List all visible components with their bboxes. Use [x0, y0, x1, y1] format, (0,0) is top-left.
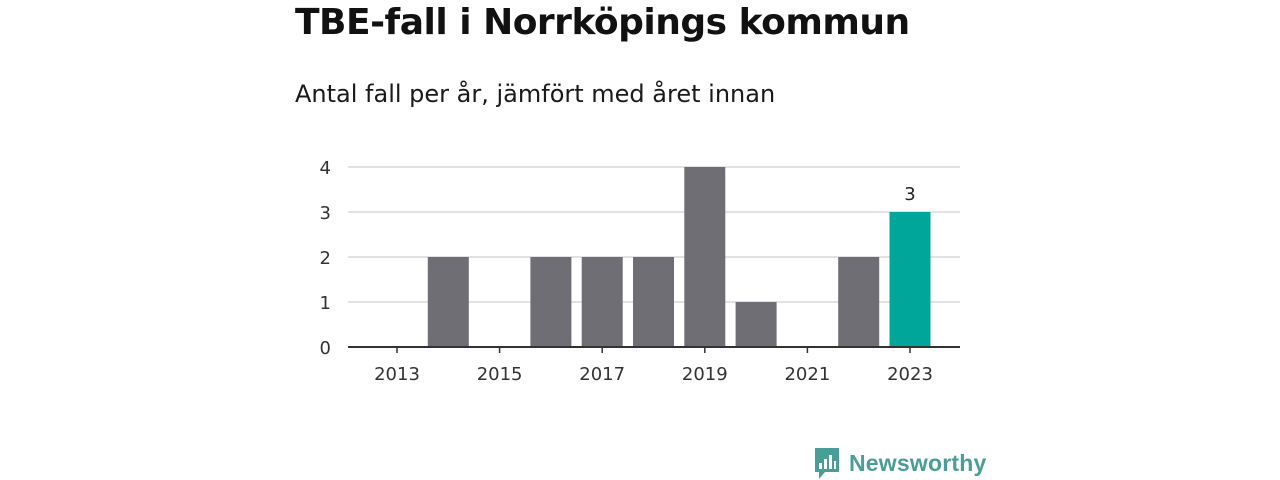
chart-title: TBE-fall i Norrköpings kommun [295, 2, 910, 43]
x-tick-label: 2013 [374, 364, 420, 385]
x-tick-label: 2019 [682, 364, 728, 385]
data-label: 3 [904, 184, 915, 205]
bar-2017 [581, 257, 623, 347]
bar-2022 [838, 257, 880, 347]
x-tick-label: 2021 [784, 364, 830, 385]
data-labels: 3 [904, 184, 915, 205]
newsworthy-logo: Newsworthy [813, 446, 986, 480]
bar-2023 [889, 212, 931, 347]
y-tick-label: 0 [320, 338, 331, 359]
x-tick-label: 2017 [579, 364, 625, 385]
x-tick-label: 2023 [887, 364, 933, 385]
axes: 0 1 2 3 4 2013 2015 2017 2019 2021 2023 [320, 158, 960, 385]
brand-name: Newsworthy [849, 449, 987, 476]
bar-2016 [530, 257, 572, 347]
y-tick-label: 1 [320, 293, 331, 314]
bar-2019 [684, 167, 726, 347]
chart-subtitle: Antal fall per år, jämfört med året inna… [295, 80, 776, 108]
y-tick-label: 4 [320, 158, 331, 179]
bar-2018 [633, 257, 674, 347]
bars [427, 167, 931, 347]
bar-2020 [735, 302, 777, 347]
y-tick-label: 2 [320, 248, 331, 269]
bar-2014 [427, 257, 469, 347]
x-tick-label: 2015 [477, 364, 523, 385]
bar-chart-speech-bubble-icon [815, 448, 839, 479]
y-tick-label: 3 [320, 203, 331, 224]
